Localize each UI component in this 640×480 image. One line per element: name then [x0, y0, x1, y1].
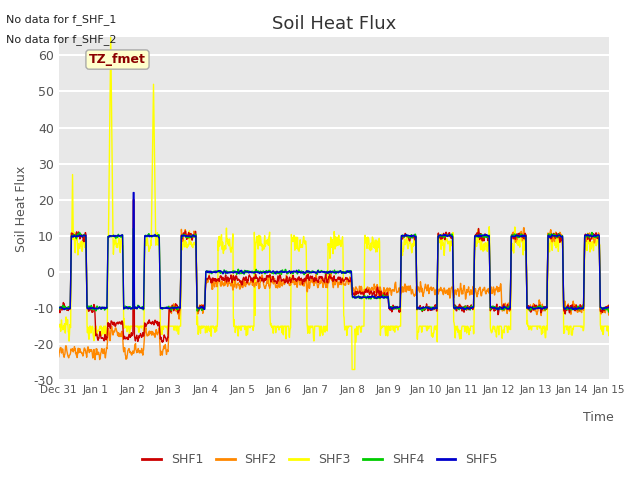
- Text: TZ_fmet: TZ_fmet: [89, 53, 146, 66]
- Line: SHF3: SHF3: [59, 37, 609, 370]
- Title: Soil Heat Flux: Soil Heat Flux: [271, 15, 396, 33]
- Text: No data for f_SHF_1: No data for f_SHF_1: [6, 14, 116, 25]
- SHF3: [55, 323, 63, 328]
- Y-axis label: Soil Heat Flux: Soil Heat Flux: [15, 166, 28, 252]
- SHF1: [419, 305, 427, 311]
- SHF5: [509, 234, 517, 240]
- SHF5: [557, 233, 564, 239]
- Line: SHF5: SHF5: [59, 192, 609, 310]
- Line: SHF1: SHF1: [59, 200, 609, 342]
- SHF3: [271, 324, 279, 329]
- SHF4: [285, 270, 292, 276]
- SHF3: [557, 231, 564, 237]
- SHF1: [605, 302, 612, 308]
- SHF3: [107, 35, 115, 40]
- SHF4: [509, 233, 516, 239]
- SHF1: [509, 236, 517, 241]
- SHF4: [271, 269, 279, 275]
- SHF3: [605, 333, 612, 338]
- SHF3: [419, 324, 427, 329]
- SHF5: [177, 281, 184, 287]
- SHF4: [129, 226, 137, 231]
- SHF4: [419, 307, 426, 312]
- X-axis label: Time: Time: [584, 411, 614, 424]
- SHF1: [129, 197, 137, 203]
- Line: SHF2: SHF2: [59, 228, 609, 360]
- SHF4: [55, 304, 63, 310]
- SHF3: [348, 367, 356, 372]
- SHF4: [605, 309, 612, 315]
- SHF1: [55, 306, 63, 312]
- SHF4: [177, 279, 184, 285]
- Legend: SHF1, SHF2, SHF3, SHF4, SHF5: SHF1, SHF2, SHF3, SHF4, SHF5: [137, 448, 503, 471]
- Text: No data for f_SHF_2: No data for f_SHF_2: [6, 34, 117, 45]
- SHF1: [557, 234, 564, 240]
- SHF4: [556, 233, 564, 239]
- SHF1: [271, 278, 279, 284]
- SHF2: [55, 354, 63, 360]
- SHF2: [520, 225, 528, 230]
- SHF5: [285, 269, 292, 275]
- SHF2: [285, 277, 292, 283]
- SHF2: [605, 312, 612, 318]
- SHF1: [177, 255, 185, 261]
- SHF5: [428, 307, 435, 313]
- SHF3: [509, 246, 517, 252]
- Line: SHF4: SHF4: [59, 228, 609, 312]
- SHF5: [419, 305, 426, 311]
- SHF1: [285, 278, 292, 284]
- SHF5: [271, 270, 279, 276]
- SHF2: [271, 280, 279, 286]
- SHF2: [419, 289, 426, 295]
- SHF3: [285, 324, 292, 329]
- SHF5: [605, 304, 612, 310]
- SHF1: [159, 339, 166, 345]
- SHF2: [557, 232, 564, 238]
- SHF2: [92, 357, 99, 362]
- SHF5: [55, 305, 63, 311]
- SHF3: [177, 324, 184, 329]
- SHF5: [129, 190, 137, 195]
- SHF2: [177, 279, 184, 285]
- SHF2: [509, 230, 516, 236]
